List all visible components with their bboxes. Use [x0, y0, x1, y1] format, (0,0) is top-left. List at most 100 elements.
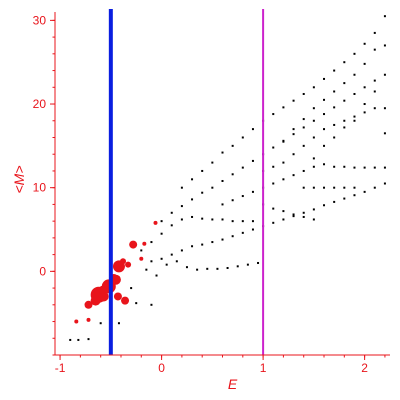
data-point: [302, 118, 305, 121]
highlight-point: [86, 317, 91, 322]
data-point: [221, 151, 224, 154]
x-tick-label: 1: [260, 361, 267, 375]
data-point: [272, 221, 275, 224]
data-point: [221, 203, 224, 206]
data-point: [333, 136, 336, 139]
data-point: [241, 136, 244, 139]
data-point: [221, 238, 224, 241]
data-point: [241, 195, 244, 198]
data-point: [201, 169, 204, 172]
y-tick-label: 10: [33, 181, 47, 195]
data-point: [343, 197, 346, 200]
data-point: [135, 302, 138, 305]
highlight-point: [121, 296, 130, 305]
data-point: [201, 217, 204, 220]
data-point: [373, 48, 376, 51]
data-point: [221, 179, 224, 182]
highlight-point: [113, 292, 122, 301]
data-point: [373, 107, 376, 110]
data-point: [343, 165, 346, 168]
data-point: [191, 245, 194, 248]
data-point: [312, 218, 315, 221]
data-point: [383, 107, 386, 110]
data-point: [292, 213, 295, 216]
data-point: [323, 77, 326, 80]
highlight-point: [129, 240, 138, 249]
highlight-point: [84, 300, 93, 309]
data-point: [211, 161, 214, 164]
x-tick-label: 0: [158, 361, 165, 375]
data-point: [363, 166, 366, 169]
data-point: [160, 232, 163, 235]
data-point: [150, 241, 153, 244]
data-point: [333, 90, 336, 93]
x-tick-label: 2: [361, 361, 368, 375]
highlight-point: [153, 220, 158, 225]
highlight-point: [110, 274, 121, 285]
highlight-point: [98, 285, 107, 294]
highlight-point: [98, 291, 109, 302]
data-point: [282, 140, 285, 143]
data-point: [383, 44, 386, 47]
data-point: [353, 52, 356, 55]
data-point: [312, 165, 315, 168]
data-point: [323, 98, 326, 101]
data-point: [323, 144, 326, 147]
data-point: [302, 92, 305, 95]
data-point: [191, 215, 194, 218]
data-point: [272, 182, 275, 185]
data-point: [312, 119, 315, 122]
highlight-point: [120, 258, 127, 265]
data-point: [333, 123, 336, 126]
y-tick-label: 30: [33, 13, 47, 27]
data-point: [383, 15, 386, 18]
reference-lines: [108, 9, 265, 355]
data-point: [312, 208, 315, 211]
axes: [54, 12, 390, 356]
data-point: [363, 190, 366, 193]
data-point: [206, 267, 209, 270]
data-point: [383, 166, 386, 169]
highlight-point: [139, 256, 144, 261]
data-point: [130, 287, 133, 290]
data-point: [201, 191, 204, 194]
data-point: [155, 274, 158, 277]
data-point: [282, 161, 285, 164]
highlight-point: [142, 241, 147, 246]
data-point: [216, 267, 219, 270]
y-tick-label: 20: [33, 97, 47, 111]
data-point: [191, 178, 194, 181]
x-tick-label: -1: [55, 361, 66, 375]
data-point: [251, 220, 254, 223]
data-point: [383, 73, 386, 76]
data-point: [170, 224, 173, 227]
data-point: [282, 178, 285, 181]
data-point: [160, 220, 163, 223]
data-point: [272, 113, 275, 116]
data-point: [383, 132, 386, 135]
data-point: [333, 165, 336, 168]
data-point: [170, 211, 173, 214]
data-point: [180, 186, 183, 189]
data-point: [302, 126, 305, 129]
data-point: [180, 249, 183, 252]
data-point: [226, 266, 229, 269]
data-point: [343, 82, 346, 85]
highlight-point: [125, 261, 132, 268]
y-axis-title: <M>: [11, 165, 27, 193]
data-point: [246, 263, 249, 266]
data-point: [140, 249, 143, 252]
data-point: [312, 107, 315, 110]
data-point: [251, 190, 254, 193]
data-point: [333, 69, 336, 72]
highlight-point: [74, 319, 79, 324]
data-point: [77, 338, 80, 341]
data-point: [272, 207, 275, 210]
data-point: [333, 186, 336, 189]
data-point: [363, 62, 366, 65]
data-point: [231, 235, 234, 238]
data-point: [353, 115, 356, 118]
data-point: [251, 128, 254, 131]
data-point: [373, 79, 376, 82]
